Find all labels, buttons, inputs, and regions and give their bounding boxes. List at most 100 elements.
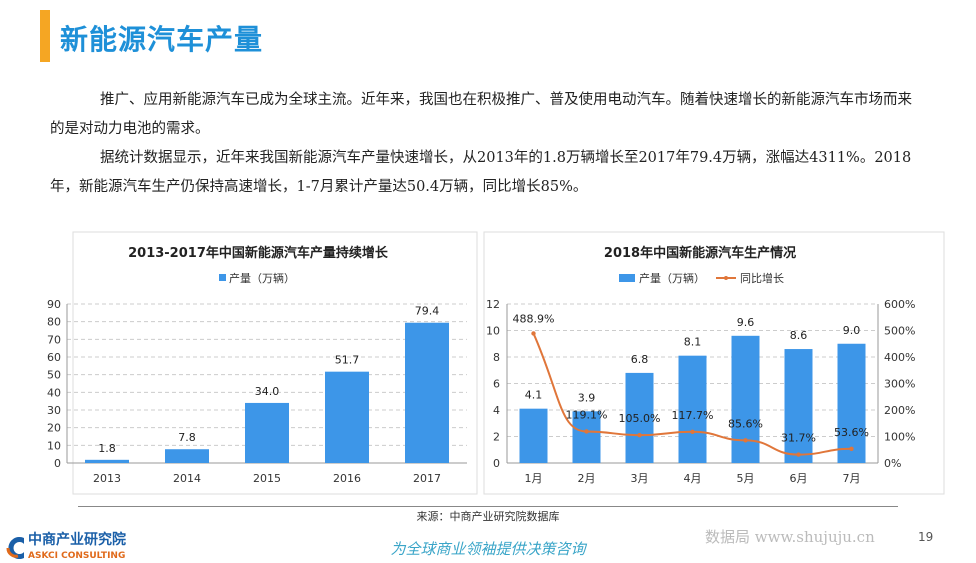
logo-text-en: ASKCI CONSULTING	[28, 551, 126, 561]
y-tick-label: 20	[47, 422, 61, 435]
paragraph-1: 推广、应用新能源汽车已成为全球主流。近年来，我国也在积极推广、普及使用电动汽车。…	[50, 92, 912, 137]
y2-tick-label: 200%	[884, 404, 915, 417]
bar-data-label: 6.8	[631, 353, 649, 366]
x-tick-label: 5月	[737, 472, 755, 485]
line-point	[637, 432, 642, 438]
bar-data-label: 3.9	[578, 391, 596, 404]
line-point	[584, 429, 589, 434]
line-point	[690, 429, 695, 435]
y-tick-label: 40	[47, 386, 61, 399]
chart-title: 2018年中国新能源汽车生产情况	[604, 245, 796, 261]
line-data-label: 117.7%	[672, 409, 714, 422]
bar	[572, 411, 601, 463]
y-tick-label: 0	[493, 457, 500, 470]
data-label: 51.7	[335, 354, 360, 367]
legend-label: 产量（万辆）	[229, 271, 295, 285]
legend-swatch	[219, 274, 226, 281]
line-point	[743, 438, 748, 443]
x-tick-label: 4月	[684, 472, 702, 485]
legend-marker	[724, 276, 728, 280]
y2-tick-label: 0%	[884, 457, 901, 470]
y-tick-label: 90	[47, 298, 61, 311]
chart-frame	[483, 231, 945, 495]
line-data-label: 85.6%	[728, 417, 763, 430]
line-data-label: 119.1%	[566, 408, 608, 421]
line-data-label: 53.6%	[834, 426, 869, 439]
x-tick-label: 2月	[578, 472, 596, 485]
legend-label-line: 同比增长	[740, 271, 784, 285]
x-tick-label: 2015	[253, 472, 281, 485]
x-tick-label: 2017	[413, 472, 441, 485]
slogan: 为全球商业领袖提供决策咨询	[390, 540, 586, 558]
data-label: 79.4	[415, 305, 440, 318]
data-label: 34.0	[255, 385, 280, 398]
bar	[405, 322, 449, 463]
y-tick-label: 80	[47, 316, 61, 329]
bar-data-label: 9.0	[843, 324, 861, 337]
y-tick-label: 10	[47, 439, 61, 452]
chart-frame	[72, 231, 478, 495]
paragraph-2: 据统计数据显示，近年来我国新能源汽车产量快速增长，从2013年的1.8万辆增长至…	[50, 150, 912, 195]
bar-data-label: 8.1	[684, 336, 702, 349]
y-tick-label: 30	[47, 404, 61, 417]
y-tick-label: 2	[493, 431, 500, 444]
line-data-label: 31.7%	[781, 432, 816, 445]
legend-swatch-bar	[619, 274, 635, 282]
bar	[678, 355, 707, 463]
logo-icon	[6, 537, 24, 559]
y-tick-label: 0	[54, 457, 61, 470]
line-point	[531, 331, 536, 336]
watermark: 数据局 www.shujuju.cn	[705, 528, 875, 546]
x-tick-label: 2013	[93, 472, 121, 485]
y-tick-label: 6	[493, 378, 500, 391]
chart-title: 2013-2017年中国新能源汽车产量持续增长	[128, 245, 389, 261]
bar-data-label: 8.6	[790, 329, 808, 342]
bar	[165, 449, 209, 463]
legend-label-bar: 产量（万辆）	[639, 271, 705, 285]
y-tick-label: 60	[47, 351, 61, 364]
y-tick-label: 50	[47, 369, 61, 382]
x-tick-label: 7月	[843, 472, 861, 485]
bar	[837, 343, 866, 463]
footer-divider	[78, 506, 898, 507]
y-tick-label: 70	[47, 333, 61, 346]
line-data-label: 105.0%	[619, 412, 661, 425]
bar-data-label: 4.1	[525, 389, 543, 402]
page-title: 新能源汽车产量	[60, 23, 264, 56]
page-number: 19	[918, 530, 934, 544]
y2-tick-label: 500%	[884, 325, 915, 338]
title-accent-bar	[40, 10, 50, 62]
x-tick-label: 6月	[790, 472, 808, 485]
bar-data-label: 9.6	[737, 316, 755, 329]
x-tick-label: 1月	[525, 472, 543, 485]
data-label: 7.8	[178, 431, 196, 444]
logo-text-cn: 中商产业研究院	[28, 532, 126, 548]
bar	[519, 408, 548, 463]
y-tick-label: 10	[486, 325, 500, 338]
y2-tick-label: 300%	[884, 378, 915, 391]
bar	[325, 371, 369, 463]
body-text: 推广、应用新能源汽车已成为全球主流。近年来，我国也在积极推广、普及使用电动汽车。…	[50, 86, 920, 202]
source-note: 来源：中商产业研究院数据库	[416, 510, 560, 523]
x-tick-label: 2016	[333, 472, 361, 485]
y-tick-label: 4	[493, 404, 500, 417]
y2-tick-label: 600%	[884, 298, 915, 311]
data-label: 1.8	[98, 442, 116, 455]
y2-tick-label: 100%	[884, 431, 915, 444]
x-tick-label: 2014	[173, 472, 201, 485]
bar	[625, 372, 654, 463]
line-point	[796, 452, 801, 457]
x-tick-label: 3月	[631, 472, 649, 485]
bar	[245, 402, 289, 463]
line-data-label: 488.9%	[513, 312, 555, 325]
y-tick-label: 8	[493, 351, 500, 364]
line-point	[849, 446, 854, 451]
bar	[85, 459, 129, 463]
y2-tick-label: 400%	[884, 351, 915, 364]
bar	[731, 335, 760, 463]
y-tick-label: 12	[486, 298, 500, 311]
bar	[784, 349, 813, 463]
